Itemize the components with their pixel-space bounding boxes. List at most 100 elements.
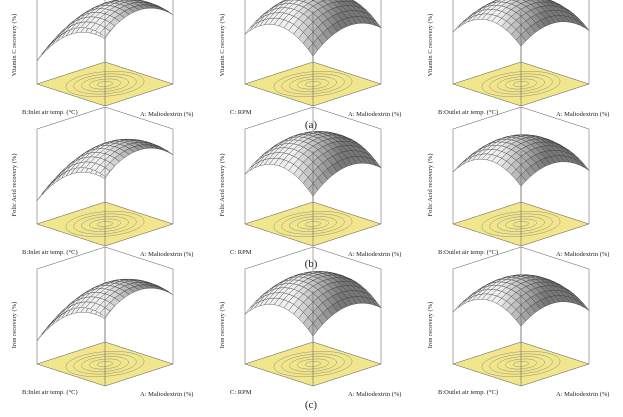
contour <box>489 73 553 95</box>
surface-plot: Folic Acid recovery (%) B:Inlet air temp.… <box>11 106 193 258</box>
surface-plot: Vitamin C recovery (%) B:Outlet air temp.… <box>427 0 609 118</box>
box-edge <box>452 106 590 130</box>
contour <box>305 361 321 367</box>
contour <box>297 358 329 370</box>
surface-facet <box>46 318 57 331</box>
contour <box>65 211 145 237</box>
y-axis-label: B:Inlet air temp. (°C) <box>22 249 78 256</box>
surface-plot: Iron recovery (%) B:Inlet air temp. (°C) A… <box>11 246 193 398</box>
contour <box>89 358 121 370</box>
x-axis-label: A: Maltodextrin (%) <box>140 391 193 398</box>
contour <box>281 353 345 375</box>
y-axis-label: B:Inlet air temp. (°C) <box>22 109 78 116</box>
surface-facet <box>244 24 255 35</box>
z-axis-label: Vitamin C recovery (%) <box>219 14 226 77</box>
x-axis-label: A: Maltodextrin (%) <box>140 251 193 258</box>
contour <box>289 76 337 92</box>
contour <box>481 71 561 97</box>
box-edge <box>36 246 174 270</box>
contour <box>81 76 129 92</box>
contour <box>89 218 121 230</box>
contour <box>81 356 129 372</box>
contour <box>505 358 537 370</box>
y-axis-label: C: RPM <box>230 389 252 396</box>
surface-plot: Vitamin C recovery (%) C: RPM A: Maltodext… <box>219 0 401 118</box>
z-axis-label: Folic Acid recovery (%) <box>427 154 434 217</box>
z-axis-label: Iron recovery (%) <box>219 302 226 349</box>
contour <box>281 213 345 235</box>
z-axis-label: Folic Acid recovery (%) <box>219 154 226 217</box>
x-axis-label: A: Maltodextrin (%) <box>556 111 609 118</box>
contour <box>273 211 353 237</box>
contour <box>73 353 137 375</box>
contour <box>289 216 337 232</box>
surface-facet <box>51 314 62 326</box>
contour <box>81 216 129 232</box>
surface-facet <box>51 34 62 46</box>
x-axis-label: A: Maltodextrin (%) <box>348 111 401 118</box>
contour <box>65 351 145 377</box>
surface-facet <box>51 174 62 186</box>
surface-plot: Folic Acid recovery (%) B:Outlet air temp… <box>427 106 609 258</box>
x-axis-label: A: Maltodextrin (%) <box>348 391 401 398</box>
surface-facet <box>46 178 57 191</box>
z-axis-label: Iron recovery (%) <box>11 302 18 349</box>
z-axis-label: Iron recovery (%) <box>427 302 434 349</box>
x-axis-label: A: Maltodextrin (%) <box>348 251 401 258</box>
contour <box>481 351 561 377</box>
contour <box>297 218 329 230</box>
contour <box>497 356 545 372</box>
contour <box>297 78 329 90</box>
contour <box>273 71 353 97</box>
contour <box>513 81 529 87</box>
y-axis-label: B:Inlet air temp. (°C) <box>22 389 78 396</box>
y-axis-label: B:Outlet air temp. (°C) <box>438 249 498 256</box>
surface-plot: Folic Acid recovery (%) C: RPM A: Maltodex… <box>219 106 401 258</box>
contour <box>89 78 121 90</box>
x-axis-label: A: Maltodextrin (%) <box>556 251 609 258</box>
surface-facet <box>244 164 255 175</box>
contour <box>289 356 337 372</box>
contour <box>273 351 353 377</box>
surface-plot: Iron recovery (%) B:Outlet air temp. (°C)… <box>427 246 609 398</box>
panel-label: (b) <box>305 258 318 270</box>
surface-facet <box>457 299 468 308</box>
contour <box>73 73 137 95</box>
contour <box>65 71 145 97</box>
contour <box>497 76 545 92</box>
contour <box>489 213 553 235</box>
contour <box>96 221 114 227</box>
panel-label: (c) <box>305 399 318 411</box>
surface-facet <box>46 38 57 51</box>
surface-plot: Iron recovery (%) C: RPM A: Maltodextrin (… <box>219 246 401 398</box>
contour <box>73 213 137 235</box>
contour <box>96 361 114 367</box>
contour <box>305 221 321 227</box>
box-edge <box>244 106 382 130</box>
x-axis-label: A: Maltodextrin (%) <box>556 391 609 398</box>
contour <box>489 353 553 375</box>
contour <box>497 216 545 232</box>
z-axis-label: Folic Acid recovery (%) <box>11 154 18 217</box>
contour <box>481 211 561 237</box>
contour <box>513 221 529 227</box>
contour <box>505 218 537 230</box>
surface-facet <box>244 304 255 315</box>
box-edge <box>36 106 174 130</box>
surface-plot: Vitamin C recovery (%) B:Inlet air temp. … <box>11 0 193 118</box>
contour <box>305 81 321 87</box>
contour <box>513 361 529 367</box>
box-edge <box>452 246 590 270</box>
y-axis-label: B:Outlet air temp. (°C) <box>438 389 498 396</box>
y-axis-label: C: RPM <box>230 249 252 256</box>
contour <box>505 78 537 90</box>
surface-facet <box>457 19 468 28</box>
y-axis-label: C: RPM <box>230 109 252 116</box>
contour <box>281 73 345 95</box>
y-axis-label: B:Outlet air temp. (°C) <box>438 109 498 116</box>
contour <box>96 81 114 87</box>
x-axis-label: A: Maltodextrin (%) <box>140 111 193 118</box>
box-edge <box>244 246 382 270</box>
panel-label: (a) <box>305 119 318 131</box>
